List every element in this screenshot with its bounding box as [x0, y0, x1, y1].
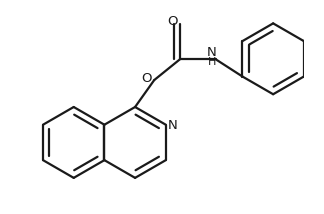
Text: O: O: [167, 15, 178, 28]
Text: O: O: [141, 72, 152, 85]
Text: F: F: [323, 24, 324, 37]
Text: N: N: [167, 119, 177, 132]
Text: N: N: [207, 46, 217, 59]
Text: H: H: [208, 57, 216, 67]
